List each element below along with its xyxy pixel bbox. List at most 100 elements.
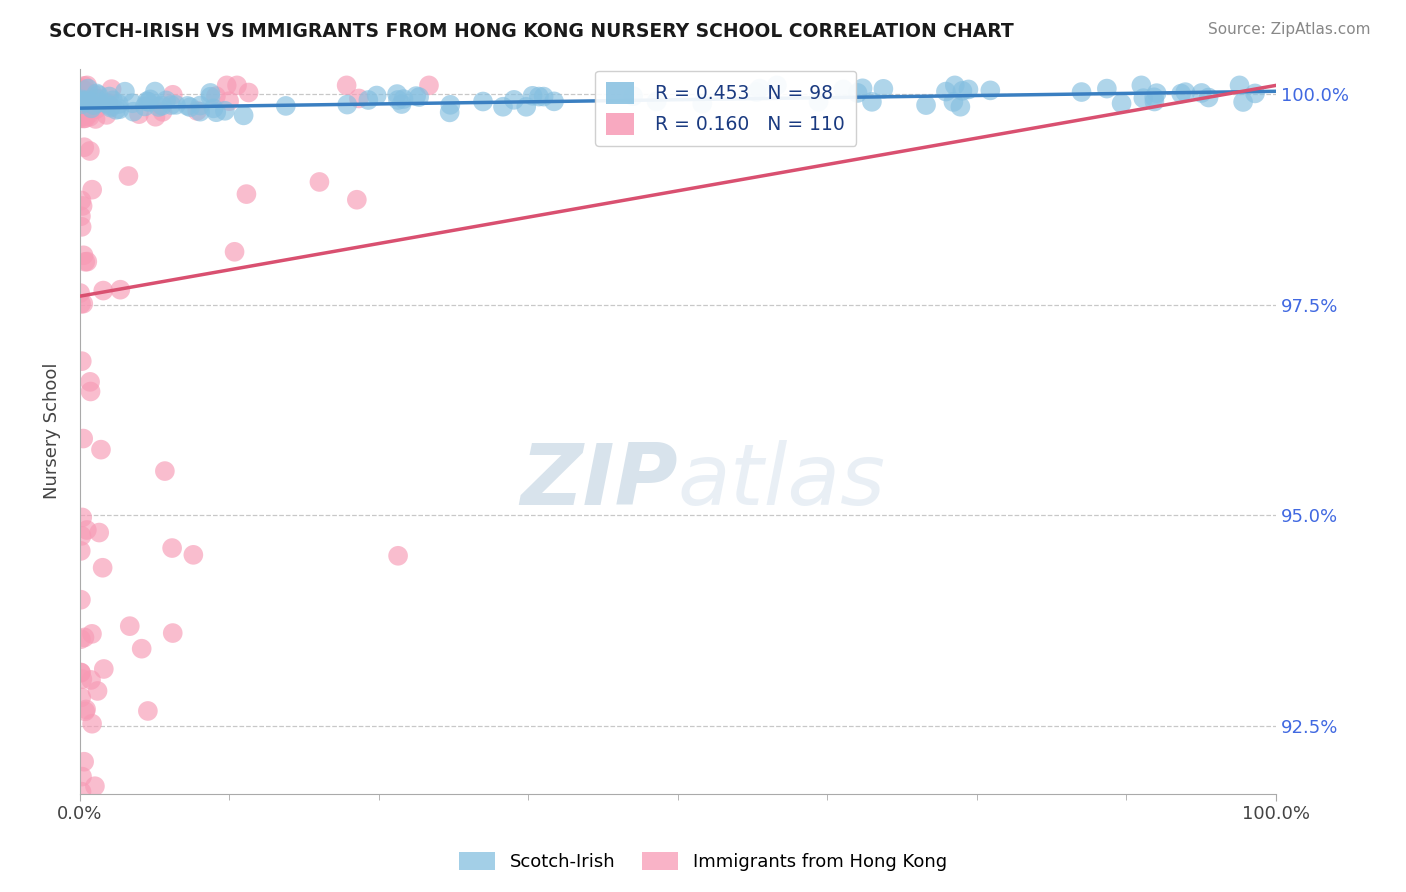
Scotch-Irish — [138, 95, 160, 109]
Immigrants from Hong Kong — [77, 107, 100, 121]
Scotch-Irish — [139, 92, 162, 106]
Text: atlas: atlas — [678, 441, 886, 524]
Immigrants from Hong Kong — [70, 529, 93, 543]
Immigrants from Hong Kong — [69, 286, 91, 301]
Scotch-Irish — [1229, 78, 1251, 93]
Immigrants from Hong Kong — [118, 619, 141, 633]
Immigrants from Hong Kong — [69, 109, 91, 123]
Scotch-Irish — [1111, 96, 1133, 111]
Immigrants from Hong Kong — [75, 254, 97, 268]
Immigrants from Hong Kong — [86, 91, 108, 105]
Scotch-Irish — [176, 99, 198, 113]
Immigrants from Hong Kong — [77, 90, 100, 104]
Immigrants from Hong Kong — [70, 297, 93, 311]
Immigrants from Hong Kong — [70, 785, 93, 799]
Immigrants from Hong Kong — [91, 560, 114, 574]
Scotch-Irish — [952, 84, 974, 98]
Scotch-Irish — [100, 101, 122, 115]
Immigrants from Hong Kong — [97, 95, 120, 110]
Immigrants from Hong Kong — [70, 219, 93, 234]
Scotch-Irish — [748, 81, 770, 95]
Scotch-Irish — [96, 96, 118, 111]
Immigrants from Hong Kong — [72, 112, 94, 126]
Scotch-Irish — [405, 89, 427, 103]
Immigrants from Hong Kong — [73, 100, 96, 114]
Immigrants from Hong Kong — [336, 78, 359, 93]
Scotch-Irish — [832, 82, 855, 96]
Scotch-Irish — [621, 89, 644, 103]
Scotch-Irish — [1174, 85, 1197, 99]
Immigrants from Hong Kong — [418, 78, 440, 93]
Immigrants from Hong Kong — [70, 354, 93, 368]
Immigrants from Hong Kong — [76, 523, 98, 537]
Scotch-Irish — [122, 104, 145, 119]
Immigrants from Hong Kong — [69, 544, 91, 558]
Immigrants from Hong Kong — [70, 690, 93, 705]
Scotch-Irish — [100, 99, 122, 113]
Immigrants from Hong Kong — [72, 672, 94, 686]
Immigrants from Hong Kong — [110, 283, 132, 297]
Scotch-Irish — [105, 103, 128, 117]
Immigrants from Hong Kong — [79, 110, 101, 124]
Immigrants from Hong Kong — [69, 107, 91, 121]
Scotch-Irish — [1198, 90, 1220, 104]
Immigrants from Hong Kong — [73, 86, 96, 100]
Immigrants from Hong Kong — [76, 78, 98, 93]
Immigrants from Hong Kong — [80, 673, 103, 687]
Immigrants from Hong Kong — [69, 112, 91, 126]
Immigrants from Hong Kong — [73, 95, 96, 110]
Immigrants from Hong Kong — [70, 632, 93, 647]
Immigrants from Hong Kong — [82, 183, 104, 197]
Immigrants from Hong Kong — [69, 105, 91, 120]
Immigrants from Hong Kong — [73, 84, 96, 98]
Scotch-Irish — [1143, 90, 1166, 104]
Scotch-Irish — [408, 90, 430, 104]
Scotch-Irish — [214, 103, 236, 118]
Immigrants from Hong Kong — [73, 78, 96, 93]
Legend:  R = 0.453   N = 98,  R = 0.160   N = 110: R = 0.453 N = 98, R = 0.160 N = 110 — [595, 70, 856, 145]
Immigrants from Hong Kong — [86, 684, 108, 698]
Immigrants from Hong Kong — [186, 103, 208, 118]
Immigrants from Hong Kong — [238, 86, 260, 100]
Immigrants from Hong Kong — [70, 665, 93, 680]
Scotch-Irish — [77, 81, 100, 95]
Immigrants from Hong Kong — [84, 779, 107, 793]
Scotch-Irish — [949, 100, 972, 114]
Scotch-Irish — [515, 100, 537, 114]
Scotch-Irish — [387, 93, 409, 107]
Immigrants from Hong Kong — [215, 78, 238, 93]
Immigrants from Hong Kong — [70, 108, 93, 122]
Immigrants from Hong Kong — [131, 641, 153, 656]
Scotch-Irish — [200, 89, 222, 103]
Immigrants from Hong Kong — [69, 87, 91, 102]
Scotch-Irish — [1095, 81, 1118, 95]
Scotch-Irish — [745, 85, 768, 99]
Scotch-Irish — [543, 95, 565, 109]
Scotch-Irish — [533, 89, 555, 103]
Immigrants from Hong Kong — [91, 284, 114, 298]
Immigrants from Hong Kong — [72, 199, 94, 213]
Scotch-Irish — [336, 97, 359, 112]
Scotch-Irish — [979, 83, 1001, 97]
Scotch-Irish — [143, 85, 166, 99]
Scotch-Irish — [108, 102, 131, 116]
Scotch-Irish — [1191, 86, 1213, 100]
Immigrants from Hong Kong — [70, 81, 93, 95]
Immigrants from Hong Kong — [77, 99, 100, 113]
Immigrants from Hong Kong — [77, 99, 100, 113]
Immigrants from Hong Kong — [73, 631, 96, 645]
Immigrants from Hong Kong — [100, 82, 122, 96]
Immigrants from Hong Kong — [79, 375, 101, 389]
Scotch-Irish — [391, 97, 413, 112]
Text: ZIP: ZIP — [520, 441, 678, 524]
Scotch-Irish — [357, 93, 380, 107]
Immigrants from Hong Kong — [69, 96, 91, 111]
Immigrants from Hong Kong — [75, 88, 97, 103]
Scotch-Irish — [766, 78, 789, 93]
Scotch-Irish — [522, 88, 544, 103]
Immigrants from Hong Kong — [93, 662, 115, 676]
Immigrants from Hong Kong — [218, 94, 240, 108]
Scotch-Irish — [86, 87, 108, 101]
Immigrants from Hong Kong — [70, 108, 93, 122]
Scotch-Irish — [846, 86, 869, 100]
